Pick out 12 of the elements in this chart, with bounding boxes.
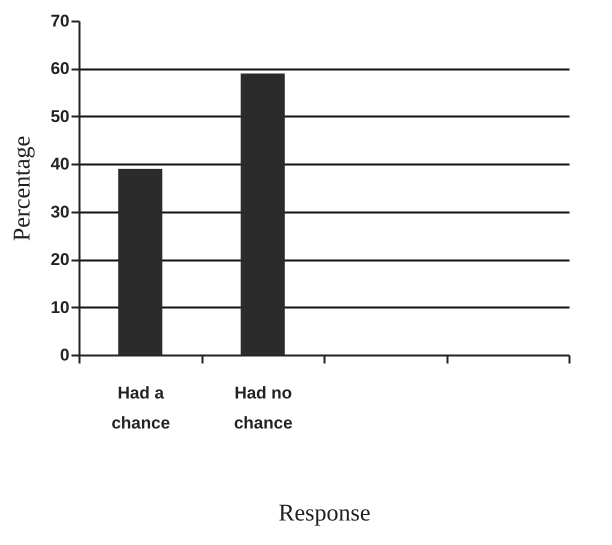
y-tick-label: 20	[50, 250, 70, 270]
y-tick-label: 70	[50, 12, 70, 30]
y-tick-label: 30	[50, 202, 70, 222]
x-tick-label: Had no chance	[234, 384, 293, 432]
y-tick-label: 10	[50, 298, 70, 317]
x-tick-label: Had a chance	[111, 384, 170, 432]
y-tick-label: 60	[50, 59, 70, 78]
y-tick-label: 50	[50, 106, 70, 126]
x-axis-title: Response	[278, 500, 370, 526]
y-axis-title: Percentage	[10, 136, 36, 242]
y-tick-label: 0	[60, 346, 70, 364]
y-tick-label: 40	[50, 154, 70, 174]
